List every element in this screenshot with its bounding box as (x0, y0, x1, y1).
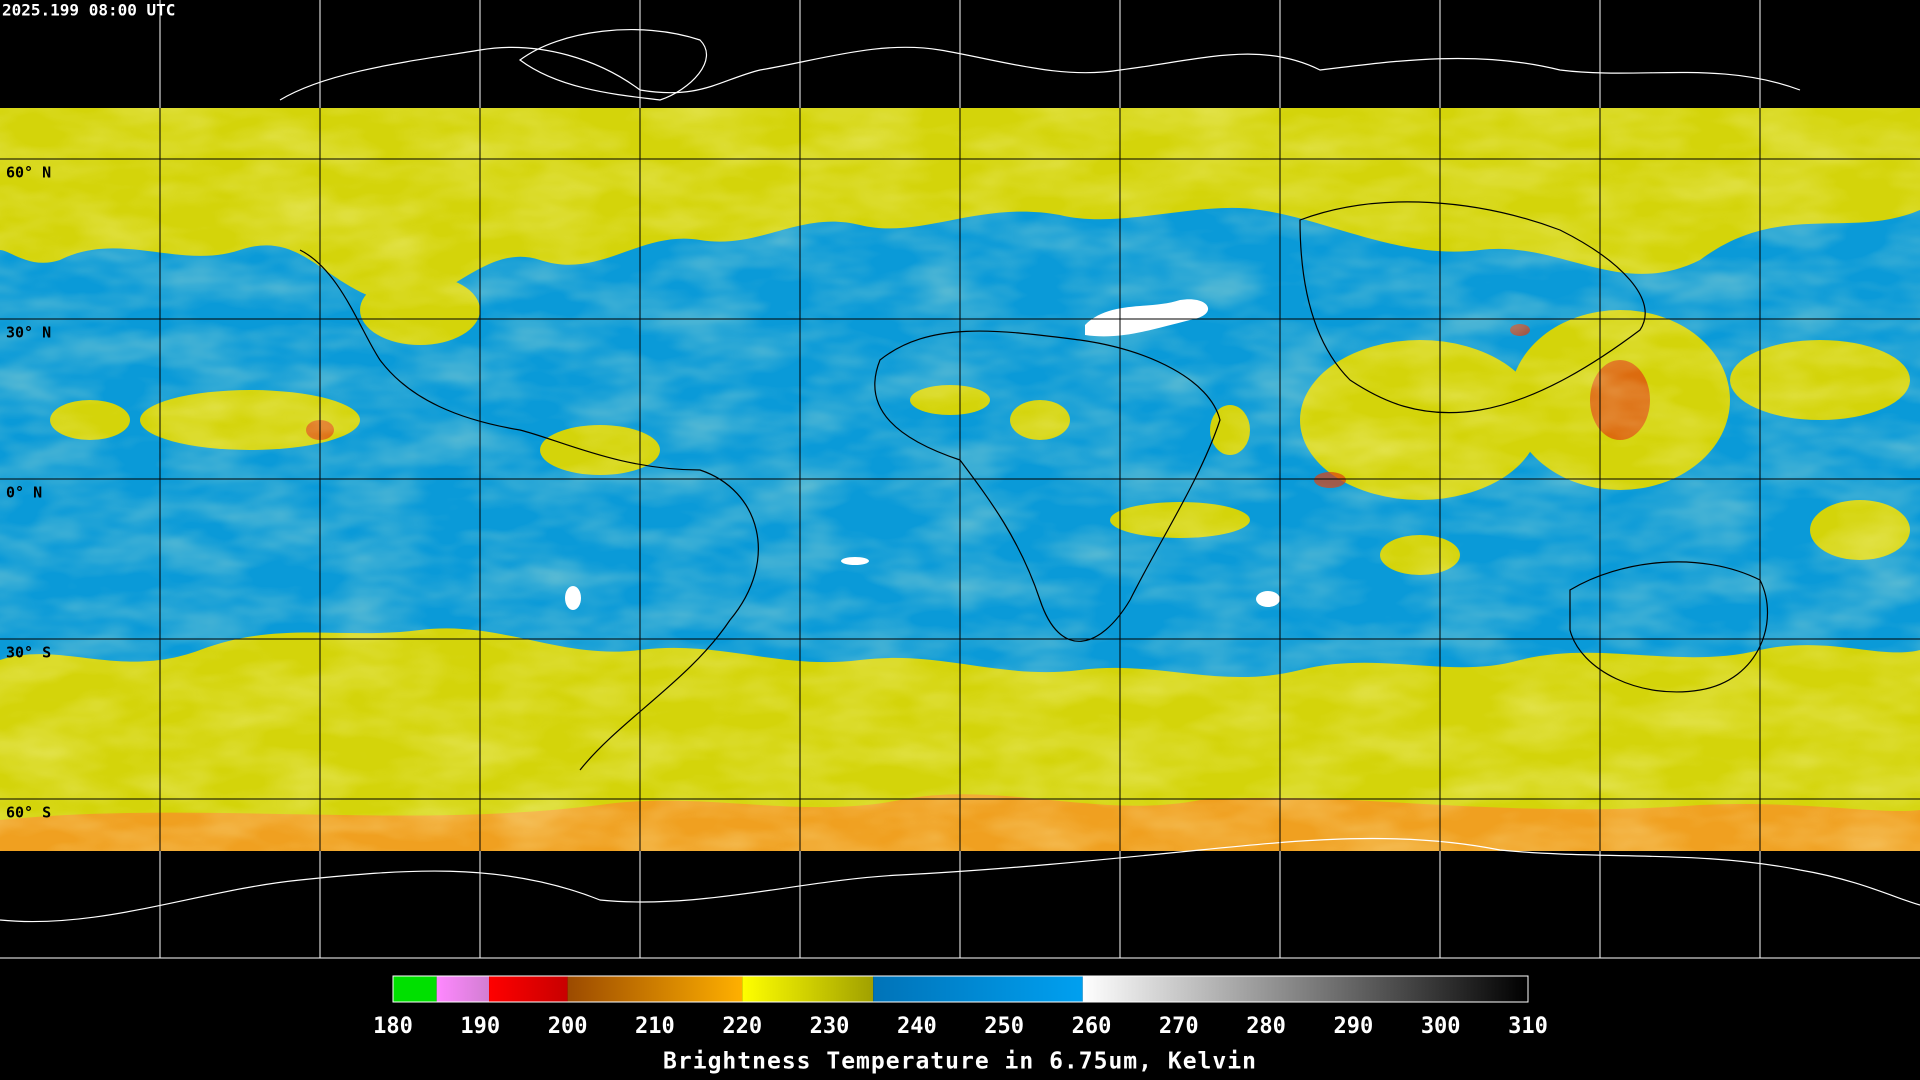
polar-coastlines (0, 28, 1920, 923)
colorbar-segment (1082, 976, 1528, 1002)
graticule (0, 0, 1920, 958)
colorbar-tick-label: 300 (1421, 1014, 1461, 1039)
colorbar-tick-label: 190 (460, 1014, 500, 1039)
colorbar-tick-label: 210 (635, 1014, 675, 1039)
colorbar-segment (489, 976, 568, 1002)
latitude-labels: 60° N 30° N 0° N 30° S 60° S (6, 164, 51, 822)
colorbar-tick-label: 250 (984, 1014, 1024, 1039)
latitude-label: 0° N (6, 484, 42, 502)
colorbar-tick-label: 220 (722, 1014, 762, 1039)
colorbar-segment (436, 976, 490, 1002)
cold-patches (565, 299, 1280, 610)
colorbar-tick-label: 180 (373, 1014, 413, 1039)
colorbar-tick-label: 200 (548, 1014, 588, 1039)
colorbar-tick-label: 290 (1334, 1014, 1374, 1039)
colorbar-tick-label: 310 (1508, 1014, 1548, 1039)
colorbar-segment (393, 976, 437, 1002)
colorbar-segment (742, 976, 874, 1002)
colorbar-tick-label: 230 (810, 1014, 850, 1039)
colorbar: 180 190 200 210 220 230 240 250 260 270 280 290 300 3… (373, 975, 1548, 1039)
colorbar-tick-label: 280 (1246, 1014, 1286, 1039)
latitude-label: 60° N (6, 164, 51, 182)
colorbar-segment (873, 976, 1083, 1002)
timestamp: 2025.199 08:00 UTC (2, 1, 175, 20)
latitude-label: 60° S (6, 804, 51, 822)
colorbar-segment (567, 976, 743, 1002)
colorbar-tick-label: 240 (897, 1014, 937, 1039)
colorbar-frame (392, 975, 1529, 1003)
colorbar-tick-label: 270 (1159, 1014, 1199, 1039)
colorbar-tick-label: 260 (1072, 1014, 1112, 1039)
latitude-label: 30° N (6, 324, 51, 342)
colorbar-title: Brightness Temperature in 6.75um, Kelvin (663, 1049, 1257, 1075)
latitude-label: 30° S (6, 644, 51, 662)
